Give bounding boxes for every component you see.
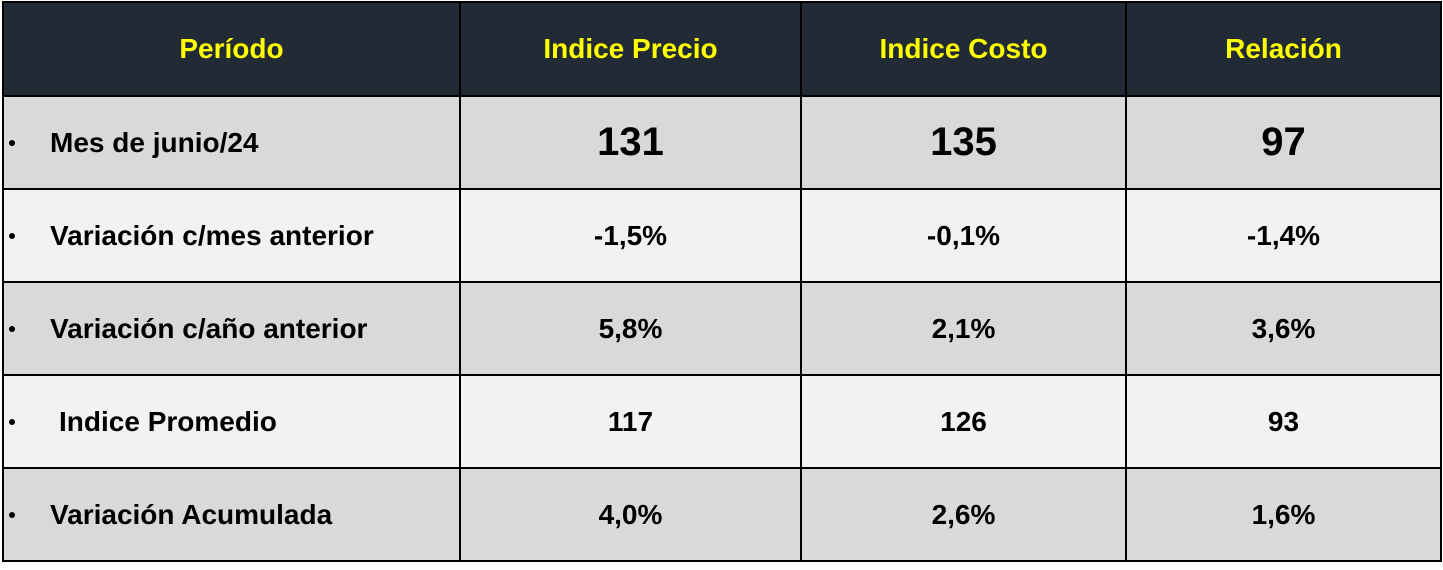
- row-label-text: Indice Promedio: [59, 405, 277, 437]
- bullet: [9, 418, 15, 425]
- table-row: Variación c/año anterior 5,8% 2,1% 3,6%: [2, 281, 1442, 376]
- table-header: Período Indice Precio Indice Costo Relac…: [2, 1, 1442, 97]
- value-cell: 131: [459, 95, 802, 190]
- row-label-text: Mes de junio/24: [50, 126, 259, 158]
- row-label: Variación c/mes anterior: [2, 188, 461, 283]
- value-cell: -0,1%: [800, 188, 1127, 283]
- value-cell: 117: [459, 374, 802, 469]
- row-label: Indice Promedio: [2, 374, 461, 469]
- bullet: [9, 325, 15, 332]
- row-label-text: Variación c/año anterior: [50, 312, 368, 344]
- row-label: Variación Acumulada: [2, 467, 461, 562]
- table-row: Indice Promedio 117 126 93: [2, 374, 1442, 469]
- header-row: Período Indice Precio Indice Costo Relac…: [2, 1, 1442, 97]
- row-label: Variación c/año anterior: [2, 281, 461, 376]
- value-cell: 2,1%: [800, 281, 1127, 376]
- table-row: Variación c/mes anterior -1,5% -0,1% -1,4%: [2, 188, 1442, 283]
- value-cell: -1,4%: [1125, 188, 1442, 283]
- header-cell: Relación: [1125, 1, 1442, 97]
- header-cell: Período: [2, 1, 461, 97]
- table-row: Mes de junio/24 131 135 97: [2, 95, 1442, 190]
- value-cell: 5,8%: [459, 281, 802, 376]
- bullet: [9, 139, 15, 146]
- value-cell: 97: [1125, 95, 1442, 190]
- value-cell: 2,6%: [800, 467, 1127, 562]
- value-cell: 126: [800, 374, 1127, 469]
- table-row: Variación Acumulada 4,0% 2,6% 1,6%: [2, 467, 1442, 562]
- bullet: [9, 232, 15, 239]
- table-body: Mes de junio/24 131 135 97 Variación c/mes a…: [2, 95, 1442, 562]
- value-cell: 135: [800, 95, 1127, 190]
- value-cell: 4,0%: [459, 467, 802, 562]
- bullet: [9, 511, 15, 518]
- value-cell: 93: [1125, 374, 1442, 469]
- row-label-text: Variación Acumulada: [50, 498, 333, 530]
- value-cell: 1,6%: [1125, 467, 1442, 562]
- value-cell: -1,5%: [459, 188, 802, 283]
- header-cell: Indice Precio: [459, 1, 802, 97]
- row-label: Mes de junio/24: [2, 95, 461, 190]
- row-label-text: Variación c/mes anterior: [50, 219, 374, 251]
- value-cell: 3,6%: [1125, 281, 1442, 376]
- header-cell: Indice Costo: [800, 1, 1127, 97]
